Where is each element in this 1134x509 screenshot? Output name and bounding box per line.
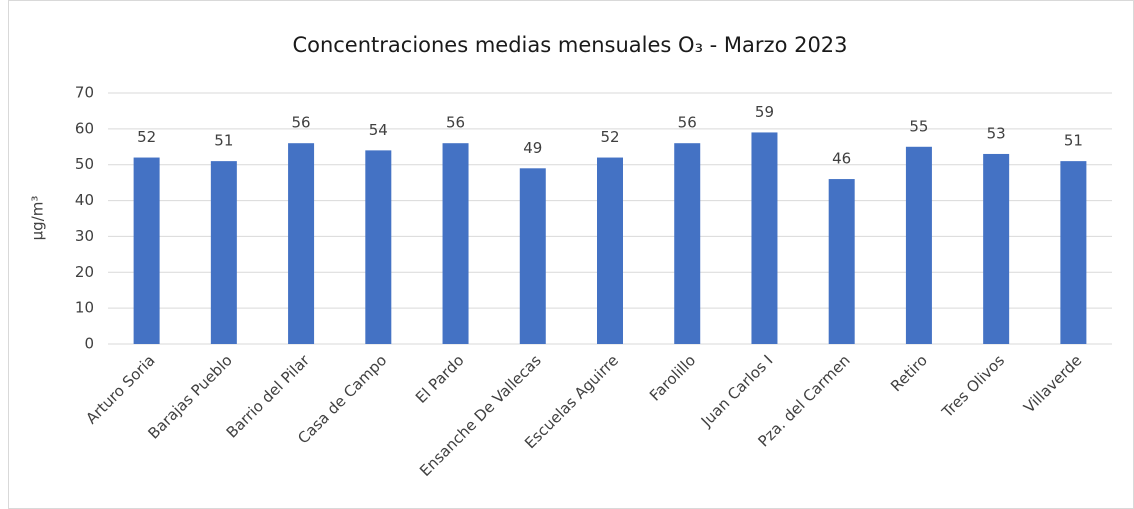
y-tick-label: 60 <box>75 119 94 137</box>
data-label: 51 <box>214 132 233 150</box>
data-label: 59 <box>755 103 774 121</box>
y-axis-label: µg/m³ <box>29 196 47 241</box>
data-label: 54 <box>369 121 388 139</box>
bar <box>828 179 855 344</box>
y-tick-label: 0 <box>84 335 94 353</box>
bar <box>442 143 469 344</box>
bar <box>905 146 932 344</box>
chart-frame <box>8 0 1134 509</box>
y-tick-label: 10 <box>75 299 94 317</box>
y-tick-label: 40 <box>75 191 94 209</box>
data-label: 46 <box>832 150 851 168</box>
y-tick-label: 20 <box>75 263 94 281</box>
data-label: 56 <box>678 114 697 132</box>
y-tick-label: 70 <box>75 84 94 102</box>
bar <box>597 157 623 344</box>
bar <box>288 143 315 344</box>
bar <box>1060 161 1087 344</box>
y-tick-label: 30 <box>75 227 94 245</box>
bar <box>519 168 546 344</box>
data-label: 51 <box>1064 132 1083 150</box>
bar <box>751 132 778 344</box>
data-label: 53 <box>987 124 1006 142</box>
data-label: 55 <box>909 117 928 135</box>
bar <box>133 157 160 344</box>
bar <box>210 161 237 344</box>
y-tick-label: 50 <box>75 155 94 173</box>
bar <box>674 143 701 344</box>
chart-title: Concentraciones medias mensuales O₃ - Ma… <box>292 33 847 57</box>
data-label: 56 <box>292 114 311 132</box>
bar <box>983 153 1010 344</box>
data-label: 49 <box>523 139 542 157</box>
bar <box>365 150 392 344</box>
data-label: 52 <box>600 128 619 146</box>
data-label: 52 <box>137 128 156 146</box>
data-label: 56 <box>446 114 465 132</box>
